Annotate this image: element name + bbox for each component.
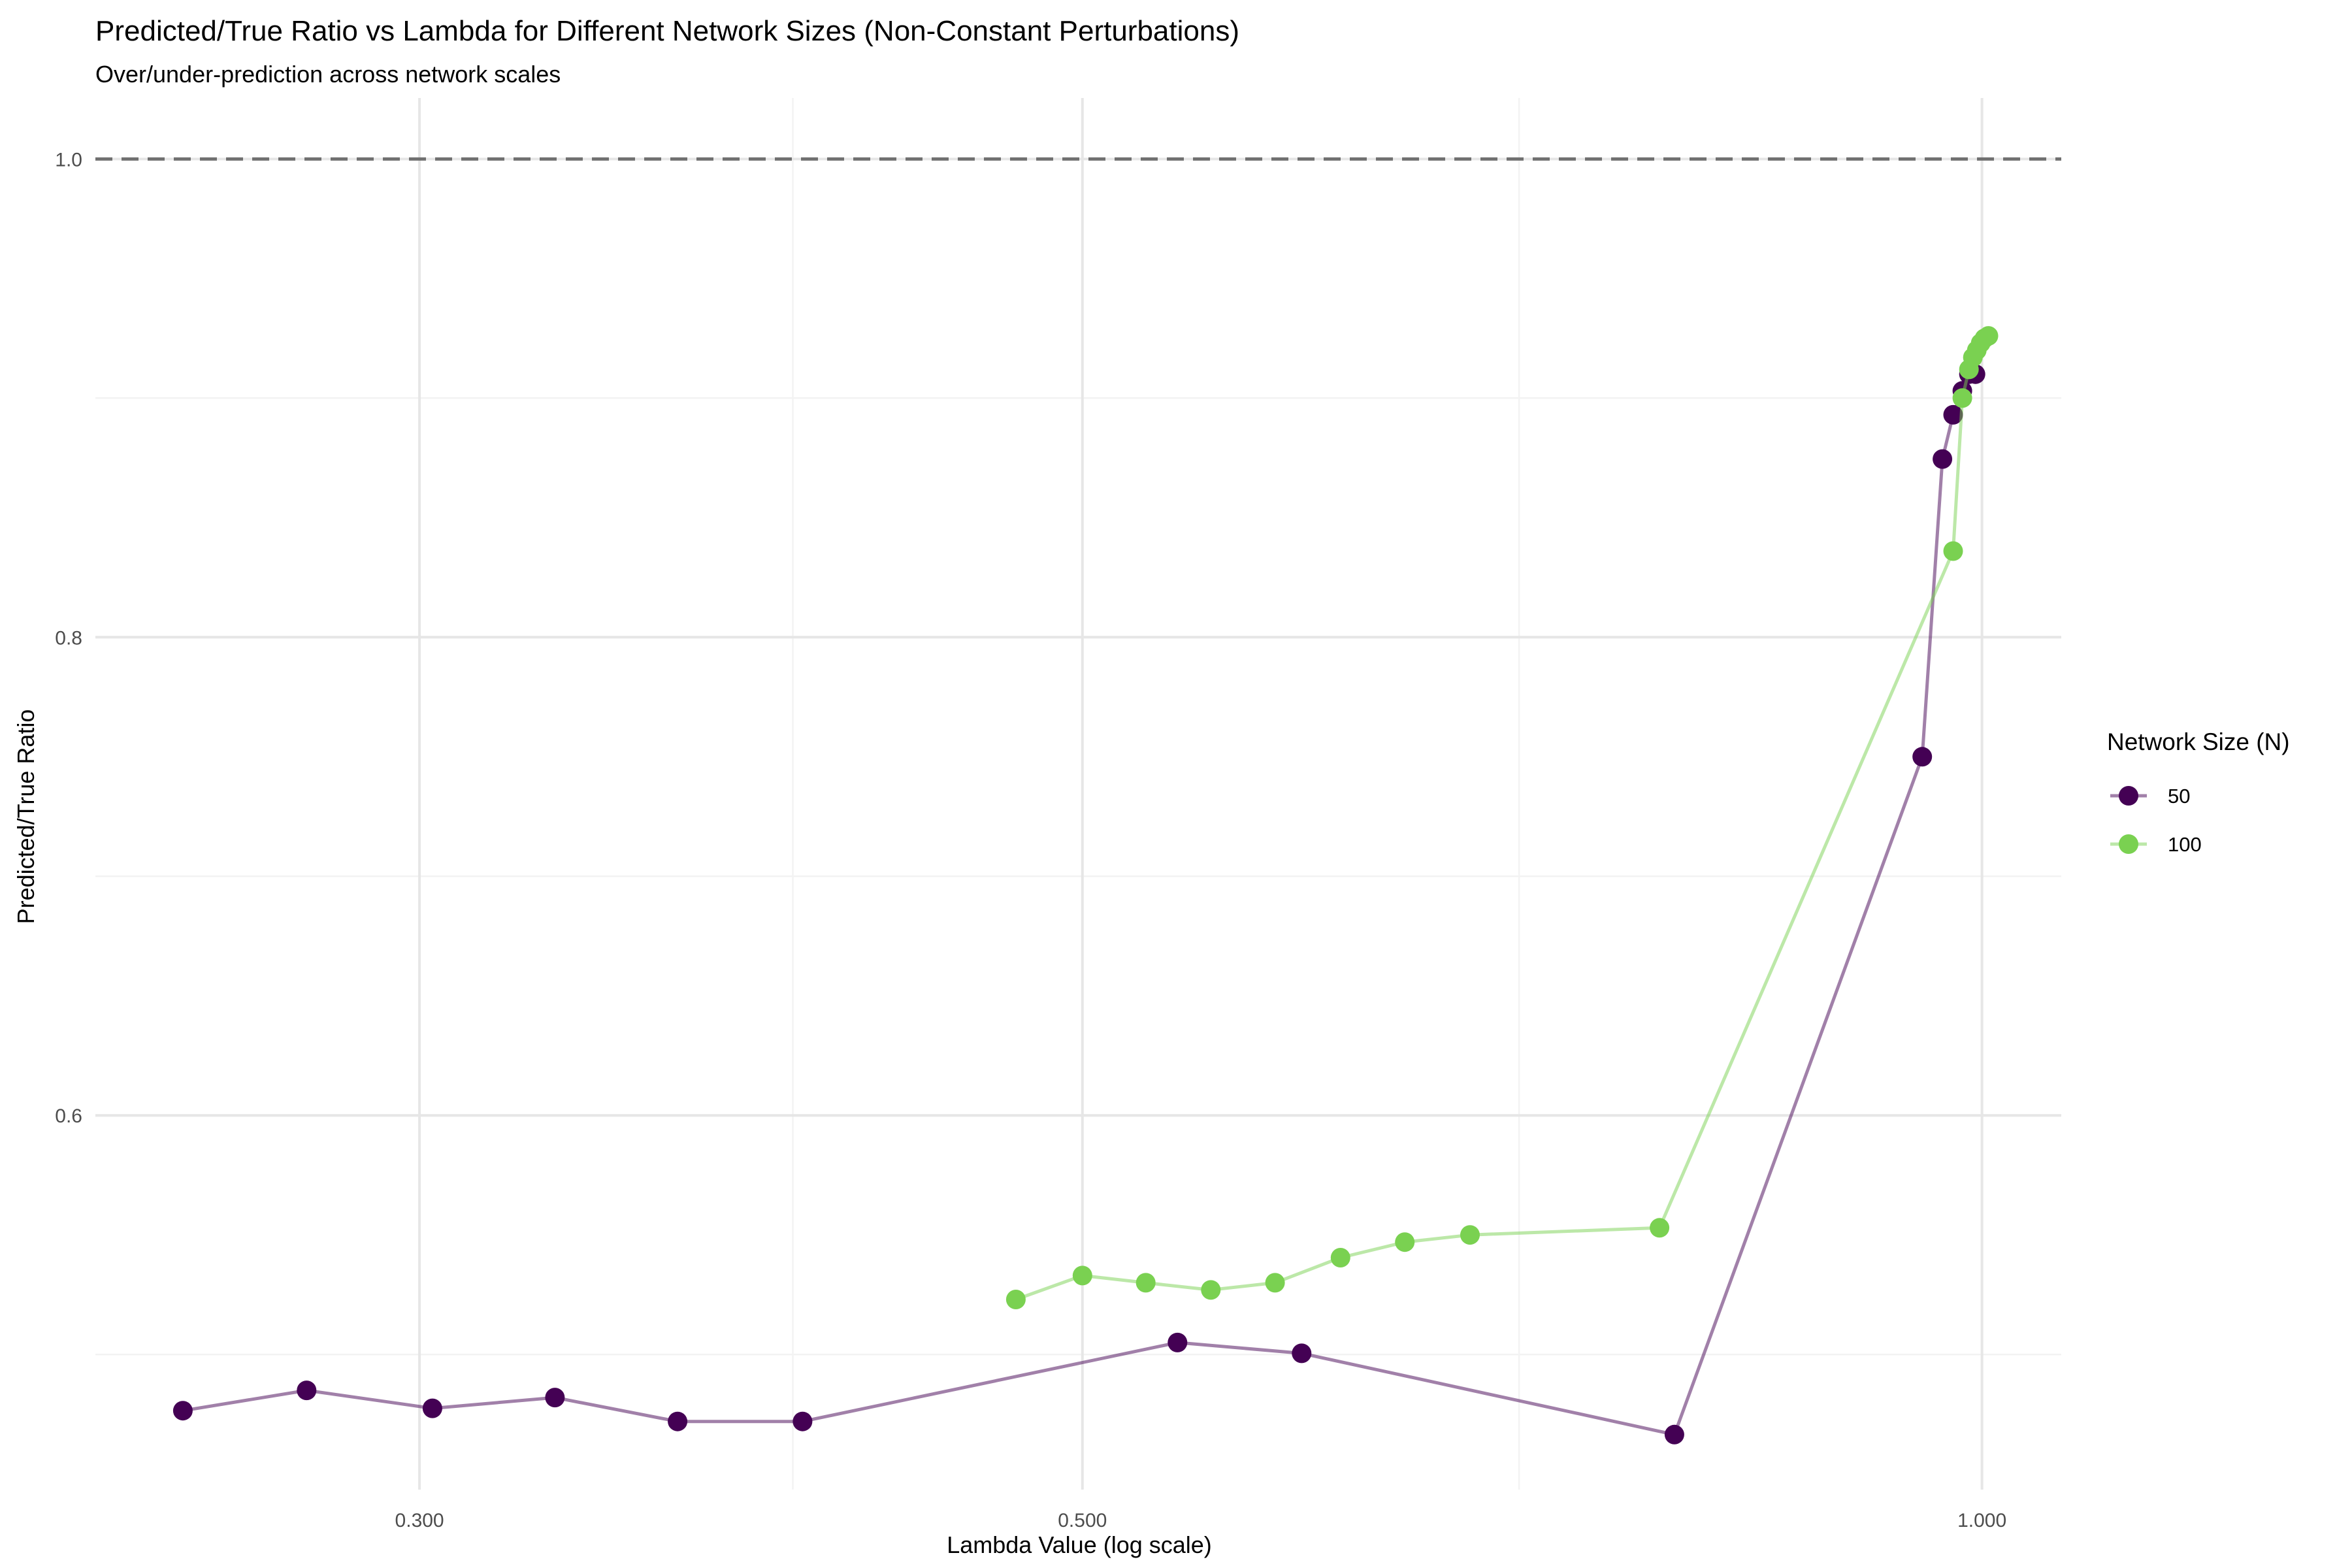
data-point xyxy=(1135,1273,1156,1293)
series-group xyxy=(172,326,1999,1445)
data-point xyxy=(1072,1266,1092,1286)
legend: Network Size (N) 50 100 xyxy=(2107,728,2290,856)
data-point xyxy=(545,1388,565,1408)
x-tick-label: 0.500 xyxy=(1058,1510,1107,1531)
legend-title: Network Size (N) xyxy=(2107,728,2290,755)
y-tick-label: 0.8 xyxy=(55,627,82,649)
data-point xyxy=(1460,1225,1480,1245)
data-point xyxy=(172,1401,193,1421)
data-point xyxy=(1933,449,1953,469)
data-point xyxy=(668,1411,688,1431)
data-point xyxy=(1664,1424,1684,1445)
data-point xyxy=(1330,1248,1350,1267)
legend-item: 100 xyxy=(2110,833,2202,856)
y-tick-label: 1.0 xyxy=(55,149,82,171)
data-point xyxy=(297,1380,317,1401)
y-tick-label: 0.6 xyxy=(55,1105,82,1127)
data-point xyxy=(1943,541,1963,561)
data-point xyxy=(1168,1332,1188,1352)
axes: 0.300 0.500 1.000 0.6 0.8 1.0 xyxy=(55,149,2006,1531)
legend-items: 50 100 xyxy=(2110,785,2202,856)
data-point xyxy=(1292,1343,1312,1364)
x-axis-label: Lambda Value (log scale) xyxy=(947,1531,1212,1558)
data-point xyxy=(1201,1280,1221,1300)
legend-label: 100 xyxy=(2168,833,2202,856)
legend-label: 50 xyxy=(2168,785,2190,808)
data-point xyxy=(1912,747,1933,767)
chart-title: Predicted/True Ratio vs Lambda for Diffe… xyxy=(95,15,1239,47)
data-point xyxy=(1005,1290,1026,1309)
data-point xyxy=(792,1411,813,1431)
data-point xyxy=(1265,1273,1285,1293)
x-tick-label: 1.000 xyxy=(1957,1510,2006,1531)
data-point xyxy=(1943,404,1963,425)
y-axis-label: Predicted/True Ratio xyxy=(12,710,39,924)
series-100 xyxy=(1005,326,1999,1309)
data-point xyxy=(1650,1218,1670,1238)
data-point xyxy=(1952,388,1972,408)
x-tick-label: 0.300 xyxy=(395,1510,444,1531)
data-point xyxy=(1978,326,1999,346)
data-point xyxy=(422,1398,442,1418)
chart-subtitle: Over/under-prediction across network sca… xyxy=(95,61,561,88)
legend-point-key xyxy=(2119,834,2138,854)
legend-point-key xyxy=(2119,786,2138,806)
legend-item: 50 xyxy=(2110,785,2190,808)
data-point xyxy=(1395,1232,1415,1252)
series-line xyxy=(1015,334,1989,1301)
